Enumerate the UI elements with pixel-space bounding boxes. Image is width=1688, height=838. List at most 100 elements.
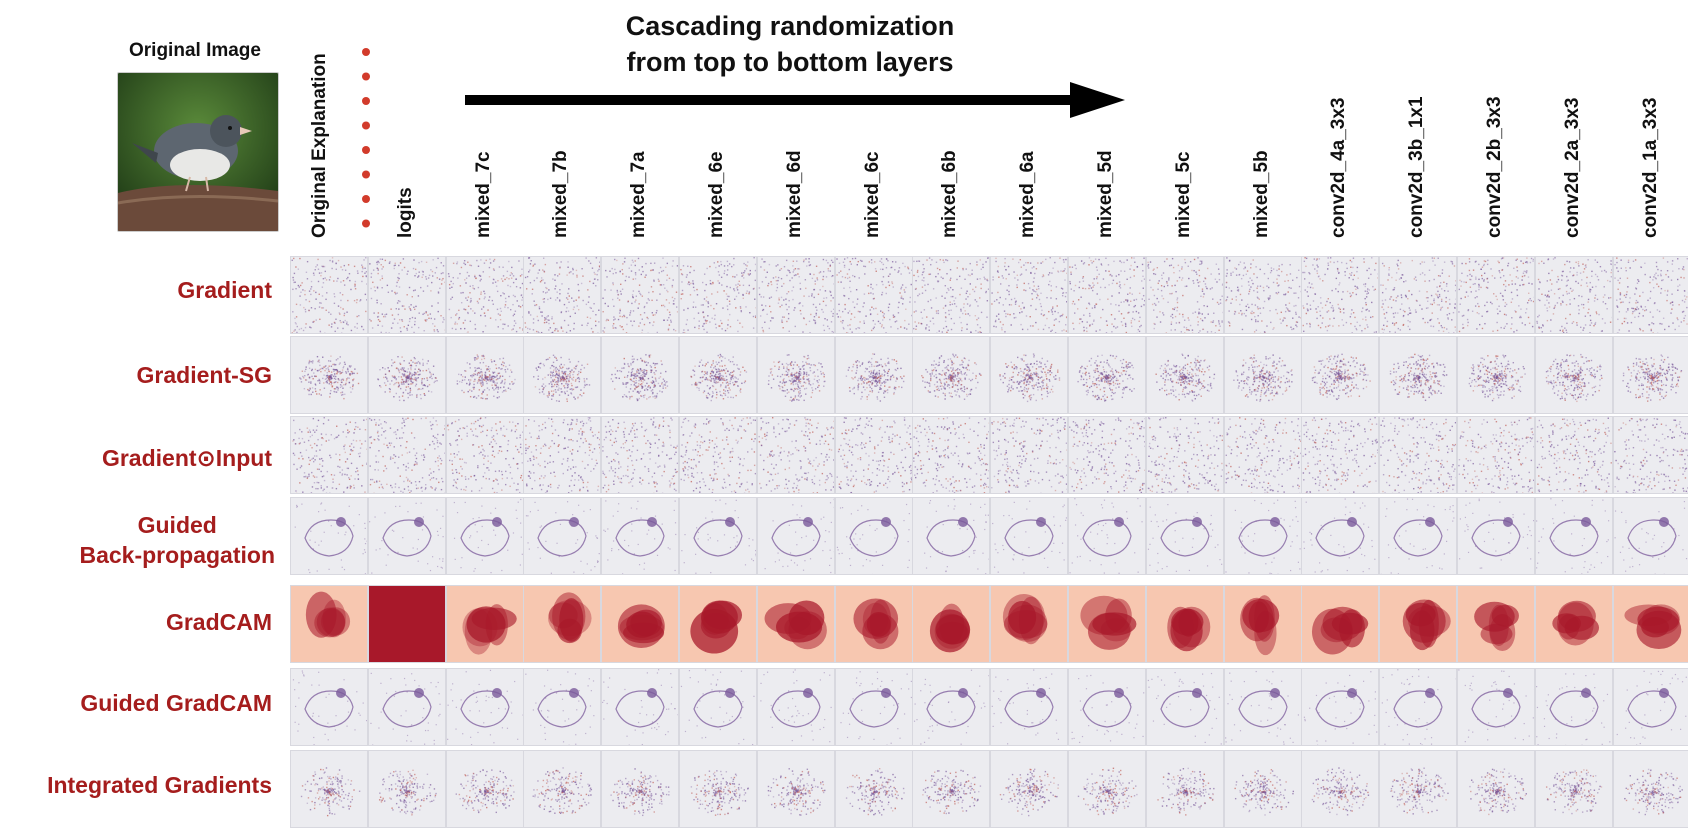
row-label-line: Guided: [137, 512, 217, 538]
saliency-map-cell: [1379, 585, 1458, 663]
saliency-map-cell: [912, 416, 991, 494]
saliency-map-cell: [679, 585, 757, 663]
column-label: mixed_6b: [939, 150, 961, 238]
saliency-map-cell: [1534, 668, 1613, 746]
saliency-map-cell: [445, 416, 524, 494]
saliency-map-cell: [1068, 256, 1146, 334]
saliency-map-cell: [601, 416, 680, 494]
saliency-map-cell: [1301, 497, 1380, 575]
saliency-map-cell: [1534, 585, 1613, 663]
saliency-map-cell: [601, 585, 680, 663]
column-label: mixed_7c: [472, 151, 494, 238]
saliency-map-cell: [367, 336, 446, 414]
saliency-map-cell: [1145, 585, 1224, 663]
column-label: mixed_6e: [706, 151, 727, 238]
saliency-map-cell: [1612, 336, 1688, 414]
saliency-map-cell: [1223, 256, 1302, 334]
saliency-map-cell: [523, 256, 602, 334]
saliency-map-cell: [1223, 668, 1302, 746]
saliency-map-cell: [1534, 416, 1613, 494]
saliency-map-cell: [1145, 750, 1224, 828]
red-dot: [362, 121, 370, 130]
saliency-map-cell: [1145, 336, 1224, 414]
saliency-map-cell: [367, 256, 446, 334]
column-label: conv2d_2a_3x3: [1561, 97, 1583, 239]
saliency-map-cell: [1457, 256, 1535, 334]
saliency-map-cell: [367, 497, 446, 575]
saliency-map-cell: [1145, 668, 1224, 746]
saliency-map-cell: [679, 497, 757, 575]
saliency-map-cell: [367, 668, 446, 746]
saliency-map-cell: [1534, 497, 1613, 575]
saliency-map-cell: [1457, 585, 1535, 663]
saliency-map-cell: [601, 336, 680, 414]
saliency-map-cell: [1612, 497, 1688, 575]
saliency-map-cell: [290, 416, 368, 494]
saliency-map-cell: [756, 256, 835, 334]
saliency-map-cell: [445, 750, 524, 828]
saliency-map-cell: [1534, 256, 1613, 334]
saliency-map-cell: [1612, 750, 1688, 828]
saliency-map-cell: [601, 497, 680, 575]
column-label: Original Explanation: [309, 53, 330, 238]
original-image-title: Original Image: [129, 40, 261, 61]
saliency-map-cell: [1612, 256, 1688, 334]
column-label: mixed_7b: [550, 150, 572, 238]
column-label: mixed_6a: [1017, 151, 1039, 238]
saliency-map-cell: [1301, 750, 1380, 828]
saliency-map-cell: [990, 416, 1069, 494]
saliency-map-cell: [523, 497, 602, 575]
column-label: mixed_7a: [628, 151, 650, 238]
saliency-map-cell: [834, 256, 913, 334]
saliency-map-cell: [1379, 497, 1458, 575]
saliency-map-cell: [1534, 750, 1613, 828]
saliency-map-cell: [1068, 668, 1146, 746]
saliency-map-cell: [679, 750, 757, 828]
saliency-map-cell: [1379, 668, 1458, 746]
saliency-map-cell: [912, 750, 991, 828]
saliency-map-cell: [679, 668, 757, 746]
saliency-map-cell: [1457, 668, 1535, 746]
saliency-map-cell: [1223, 336, 1302, 414]
saliency-map-cell: [1068, 497, 1146, 575]
saliency-map-cell: [1379, 336, 1458, 414]
saliency-map-cell: [523, 750, 602, 828]
column-label: conv2d_3b_1x1: [1406, 96, 1428, 238]
saliency-map-cell: [523, 336, 602, 414]
saliency-map-cell: [445, 256, 524, 334]
saliency-map-cell: [679, 336, 757, 414]
saliency-map-cell: [679, 416, 757, 494]
saliency-map-cell: [834, 668, 913, 746]
saliency-map-cell: [445, 668, 524, 746]
saliency-map-cell: [1223, 750, 1302, 828]
saliency-map-cell: [756, 585, 835, 663]
column-label: conv2d_2b_3x3: [1484, 96, 1505, 238]
saliency-map-cell: [1145, 497, 1224, 575]
saliency-map-cell: [290, 336, 368, 414]
saliency-map-cell: [990, 497, 1069, 575]
original-bird-image: [117, 72, 279, 232]
saliency-map-cell: [1223, 585, 1302, 663]
saliency-map-cell: [834, 497, 913, 575]
saliency-map-cell: [367, 585, 446, 663]
row-label: Gradient-SG: [136, 362, 272, 388]
saliency-map-cell: [1457, 336, 1535, 414]
column-label: mixed_5b: [1250, 150, 1272, 238]
red-dot: [362, 48, 370, 56]
red-dot: [362, 170, 370, 179]
headline: Cascading randomization from top to bott…: [560, 8, 1020, 80]
row-label: Gradient⊙Input: [101, 445, 272, 471]
saliency-map-cell: [1612, 585, 1688, 663]
right-arrow-icon: [465, 82, 1125, 118]
saliency-map-cell: [834, 585, 913, 663]
column-label: logits: [394, 187, 416, 238]
saliency-map-cell: [1223, 497, 1302, 575]
headline-line-1: Cascading randomization: [625, 11, 955, 41]
row-label: Guided Back-propagation: [79, 510, 275, 570]
saliency-map-cell: [1379, 416, 1458, 494]
saliency-map-cell: [990, 750, 1069, 828]
column-label: conv2d_4a_3x3: [1328, 97, 1350, 239]
column-label: mixed_6c: [861, 151, 883, 238]
saliency-map-cell: [756, 497, 835, 575]
saliency-map-cell: [990, 668, 1069, 746]
